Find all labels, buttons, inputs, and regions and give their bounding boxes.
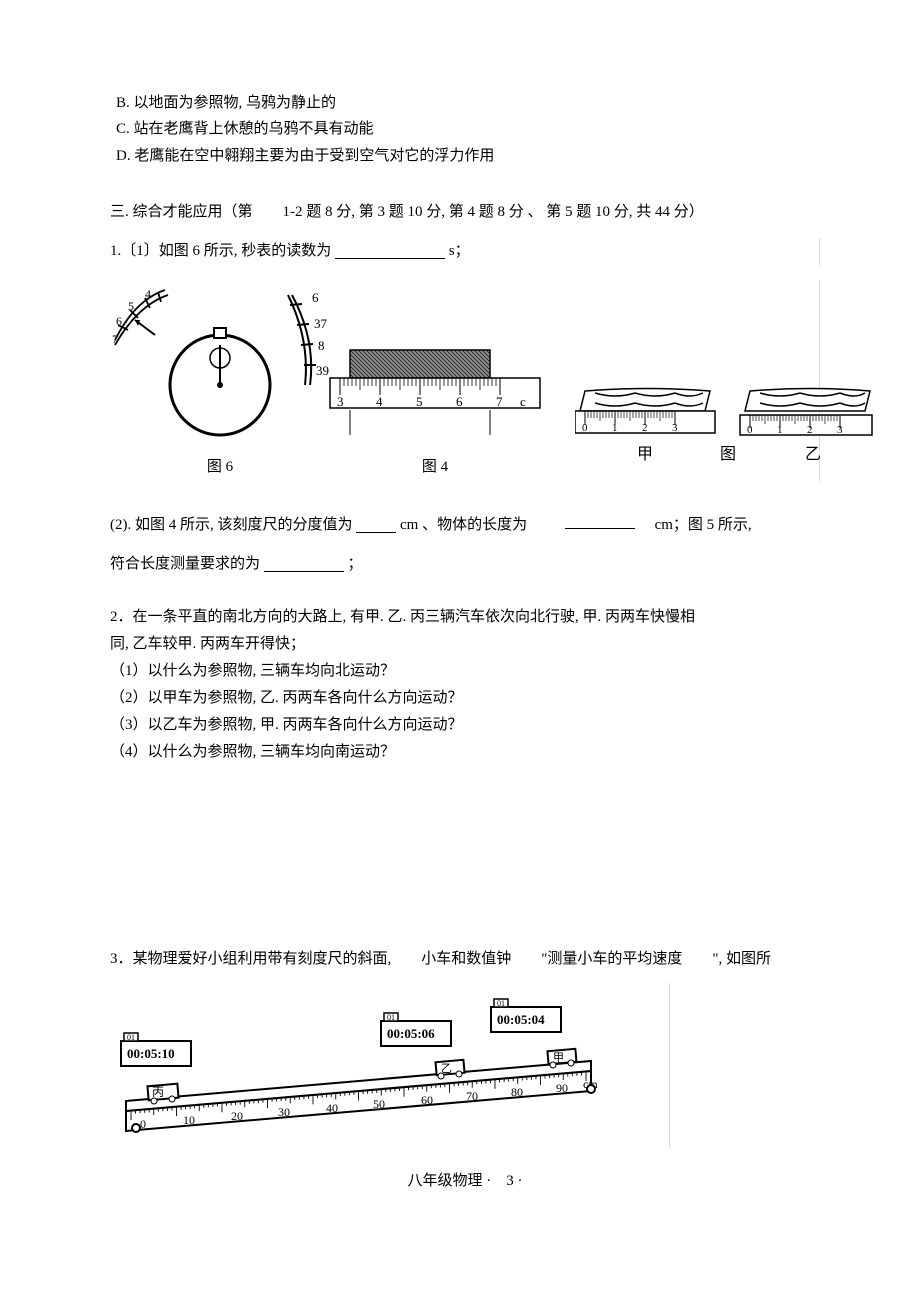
ruler-svg: 3 4 5 6 7 c xyxy=(320,340,550,450)
q1-p3a: 符合长度测量要求的为 xyxy=(110,556,260,572)
figure-6-label: 图 6 xyxy=(110,454,330,481)
svg-text:丙: 丙 xyxy=(152,1085,164,1099)
svg-text:甲: 甲 xyxy=(553,1052,564,1064)
jia-3: 3 xyxy=(672,422,678,434)
yi-1: 1 xyxy=(777,424,783,436)
m40: 40 xyxy=(326,1101,338,1115)
clock-3: 01 00:05:04 xyxy=(491,999,561,1032)
q2-l2: 同, 乙车较甲. 丙两车开得快； xyxy=(110,631,820,658)
small-mark-5: 5 xyxy=(128,299,134,313)
yi-0: 0 xyxy=(747,424,753,436)
arc-2 xyxy=(115,295,168,345)
q3-c: "测量小车的平均速度 xyxy=(541,946,682,973)
tick-7: 7 xyxy=(496,394,503,409)
q1-p3b: ； xyxy=(348,556,363,572)
q1: 1.〔1〕如图 6 所示, 秒表的读数为 s； 4 5 6 7 xyxy=(110,238,820,584)
svg-text:乙: 乙 xyxy=(441,1062,452,1075)
q3-a: 3．某物理爱好小组利用带有刻度尺的斜面, xyxy=(110,946,391,973)
jia-0: 0 xyxy=(582,422,588,434)
main-arc-1 xyxy=(288,295,306,385)
obj-yi xyxy=(745,388,870,411)
tick-4: 4 xyxy=(376,394,383,409)
small-mark-7: 7 xyxy=(112,332,118,346)
yi-2: 2 xyxy=(807,424,813,436)
m70: 70 xyxy=(466,1089,478,1103)
m30: 30 xyxy=(278,1105,290,1119)
q1-p2b: cm 、物体的长度为 xyxy=(400,517,527,533)
question-options: B. 以地面为参照物, 乌鸦为静止的 C. 站在老鹰背上休憩的乌鸦不具有动能 D… xyxy=(116,90,820,169)
main-mark-6: 6 xyxy=(312,290,319,305)
figure-6-box: 4 5 6 7 6 37 xyxy=(110,280,330,481)
jia-2: 2 xyxy=(642,422,648,434)
q3-b: 小车和数值钟 xyxy=(421,946,511,973)
clock3-top: 01 xyxy=(497,999,505,1008)
answer-space xyxy=(110,766,820,936)
label-jia: 甲 xyxy=(637,446,653,463)
option-c: C. 站在老鹰背上休憩的乌鸦不具有动能 xyxy=(116,116,820,142)
q1-part1-suffix: s； xyxy=(449,243,470,259)
label-tu: 图 xyxy=(720,446,736,463)
figure-5-box: 0 1 2 3 xyxy=(575,381,875,481)
tick-3: 3 xyxy=(337,394,344,409)
figures-row: 4 5 6 7 6 37 xyxy=(110,280,820,481)
blank-q1-seconds[interactable] xyxy=(335,244,445,259)
q2: 2．在一条平直的南北方向的大路上, 有甲. 乙. 丙三辆汽车依次向北行驶, 甲.… xyxy=(110,604,820,766)
q1-part1-line: 1.〔1〕如图 6 所示, 秒表的读数为 s； xyxy=(110,238,820,265)
q1-part1-prefix: 1.〔1〕如图 6 所示, 秒表的读数为 xyxy=(110,243,331,259)
blank-correct[interactable] xyxy=(264,557,344,572)
m10: 10 xyxy=(183,1113,195,1127)
ruler-body xyxy=(330,378,540,408)
clock3-time: 00:05:04 xyxy=(497,1012,545,1027)
measured-object xyxy=(350,350,490,378)
tick-6: 6 xyxy=(456,394,463,409)
main-mark-37: 37 xyxy=(314,316,328,331)
m20: 20 xyxy=(231,1109,243,1123)
page-footer: 八年级物理 · 3 · xyxy=(110,1168,820,1195)
section-3-header: 三. 综合才能应用（第 1-2 题 8 分, 第 3 题 10 分, 第 4 题… xyxy=(110,199,820,226)
clock1-time: 00:05:10 xyxy=(127,1046,175,1061)
m60: 60 xyxy=(421,1093,433,1107)
q3: 3．某物理爱好小组利用带有刻度尺的斜面, 小车和数值钟 "测量小车的平均速度 "… xyxy=(110,946,820,1148)
clock-1: 01 00:05:10 xyxy=(121,1033,191,1066)
fig5-svg: 0 1 2 3 xyxy=(575,381,875,481)
obj-jia xyxy=(580,388,710,411)
blank-division[interactable] xyxy=(356,518,396,533)
q1-p2c: cm；图 5 所示, xyxy=(655,517,752,533)
label-yi: 乙 xyxy=(805,446,821,463)
figure-4-box: 3 4 5 6 7 c 图 4 xyxy=(320,340,550,481)
option-b: B. 以地面为参照物, 乌鸦为静止的 xyxy=(116,90,820,116)
small-mark-4: 4 xyxy=(145,287,151,301)
clock2-time: 00:05:06 xyxy=(387,1026,435,1041)
clock-2: 01 00:05:06 xyxy=(381,1013,451,1046)
q2-s2: （2）以甲车为参照物, 乙. 丙两车各向什么方向运动？ xyxy=(110,685,820,712)
tick-5: 5 xyxy=(416,394,423,409)
m90: 90 xyxy=(556,1081,568,1095)
clock1-top: 01 xyxy=(127,1033,135,1042)
q1-part2: (2). 如图 4 所示, 该刻度尺的分度值为 cm 、物体的长度为 cm；图 … xyxy=(110,506,820,545)
m50: 50 xyxy=(373,1097,385,1111)
q1-p2a: (2). 如图 4 所示, 该刻度尺的分度值为 xyxy=(110,517,356,533)
stopwatch-svg: 4 5 6 7 6 37 xyxy=(110,280,330,450)
q2-s3: （3）以乙车为参照物, 甲. 丙两车各向什么方向运动？ xyxy=(110,712,820,739)
unit-c: c xyxy=(520,394,526,409)
yi-3: 3 xyxy=(837,424,843,436)
m80: 80 xyxy=(511,1085,523,1099)
q2-s4: （4）以什么为参照物, 三辆车均向南运动？ xyxy=(110,739,820,766)
jia-1: 1 xyxy=(612,422,618,434)
option-d: D. 老鹰能在空中翱翔主要为由于受到空气对它的浮力作用 xyxy=(116,143,820,169)
small-mark-6: 6 xyxy=(116,314,122,328)
q1-part3: 符合长度测量要求的为 ； xyxy=(110,545,820,584)
q2-l1: 2．在一条平直的南北方向的大路上, 有甲. 乙. 丙三辆汽车依次向北行驶, 甲.… xyxy=(110,604,820,631)
figure-q3-box: 01 00:05:10 01 00:05:06 01 00:05:04 xyxy=(110,983,670,1148)
q2-s1: （1）以什么为参照物, 三辆车均向北运动？ xyxy=(110,658,820,685)
incline-svg: 01 00:05:10 01 00:05:06 01 00:05:04 xyxy=(116,993,656,1133)
clock2-top: 01 xyxy=(387,1013,395,1022)
figure-4-label: 图 4 xyxy=(320,454,550,481)
q3-d: ", 如图所 xyxy=(712,946,771,973)
